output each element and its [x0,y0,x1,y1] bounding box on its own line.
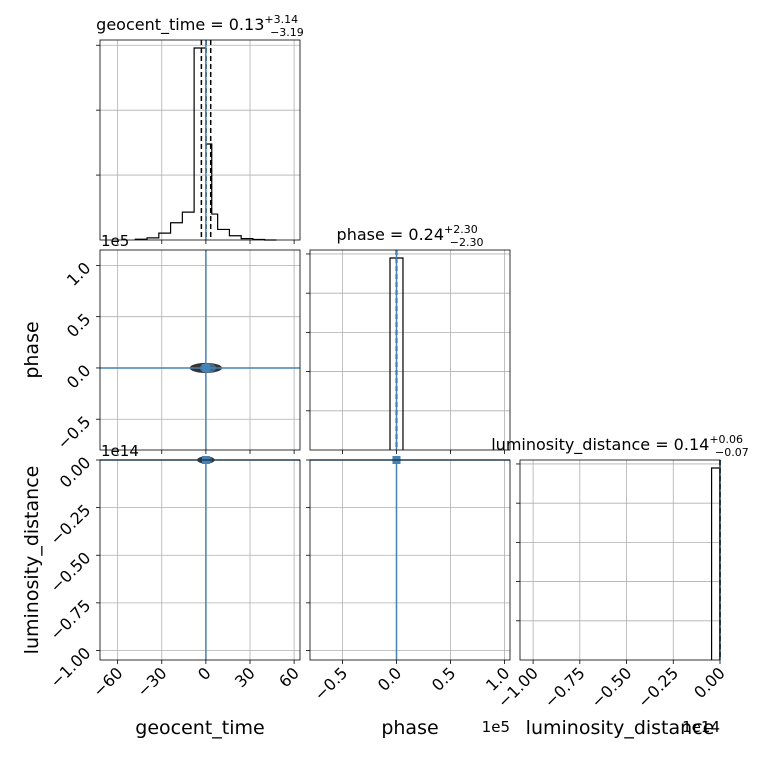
title-plus-error: +3.14 [264,13,298,26]
x-axis-label-phase: phase [381,717,438,739]
y-axis-label-luminosity_distance: luminosity_distance [21,466,43,655]
x-tick-label-luminosity_distance: 0.00 [690,663,729,702]
x-tick-label-geocent_time: 60 [275,663,303,691]
x-tick-label-geocent_time: 30 [231,663,259,691]
title-plus-error: +2.30 [444,223,478,236]
scatter-panel-phase-luminosity_distance-frame [309,459,511,661]
panel-title-geocent_time: geocent_time = 0.13+3.14 −3.19 [96,13,304,39]
x-tick-label-geocent_time: −30 [133,663,170,700]
x-tick-label-luminosity_distance: −0.50 [587,663,635,711]
title-median: geocent_time = 0.13 [96,15,264,35]
x-axis-label-geocent_time: geocent_time [135,717,264,739]
x-tick-label-phase: 0.0 [374,663,405,694]
x-tick-label-luminosity_distance: −0.25 [634,663,682,711]
scatter-panel-geocent_time-phase-frame [99,249,301,451]
panel-title-phase: phase = 0.24+2.30 −2.30 [337,223,484,249]
x-tick-label-geocent_time: 0 [194,663,215,684]
histogram-luminosity_distance [710,467,721,660]
y-tick-label-phase: 0.0 [63,361,94,392]
x-axis-label-luminosity_distance: luminosity_distance [526,717,715,739]
x-tick-label-luminosity_distance: −0.75 [541,663,589,711]
hist-panel-phase-frame [309,249,511,451]
x-tick-label-geocent_time: −60 [89,663,126,700]
title-minus-error: −3.19 [270,26,304,39]
scatter-panel-geocent_time-luminosity_distance-frame [99,459,301,661]
title-plus-error: +0.06 [709,433,743,446]
y-tick-label-luminosity_distance: −0.25 [46,501,94,549]
y-tick-label-luminosity_distance: −0.50 [46,548,94,596]
y-tick-label-luminosity_distance: 0.00 [56,453,95,492]
title-minus-error: −2.30 [450,236,484,249]
y-axis-label-phase: phase [21,321,43,378]
panel-title-luminosity_distance: luminosity_distance = 0.14+0.06 −0.07 [491,433,749,459]
y-tick-label-luminosity_distance: −0.75 [46,596,94,644]
x-offset-text-phase: 1e5 [482,718,510,736]
x-tick-label-phase: −0.5 [310,663,351,704]
hist-panel-luminosity_distance-frame [519,459,721,661]
title-minus-error: −0.07 [715,446,749,459]
hist-panel-geocent_time-frame [99,39,301,241]
x-offset-text-luminosity_distance: 1e14 [682,718,720,736]
y-tick-label-luminosity_distance: −1.00 [46,643,94,691]
title-median: luminosity_distance = 0.14 [491,435,709,455]
y-offset-text-luminosity_distance: 1e14 [101,442,139,460]
y-tick-label-phase: 0.5 [63,310,94,341]
y-tick-label-phase: 1.0 [63,258,94,289]
title-median: phase = 0.24 [337,225,444,244]
truth-marker [201,363,210,372]
x-tick-label-phase: 0.5 [428,663,459,694]
y-tick-label-phase: −0.5 [53,412,94,453]
y-offset-text-phase: 1e5 [101,232,129,250]
